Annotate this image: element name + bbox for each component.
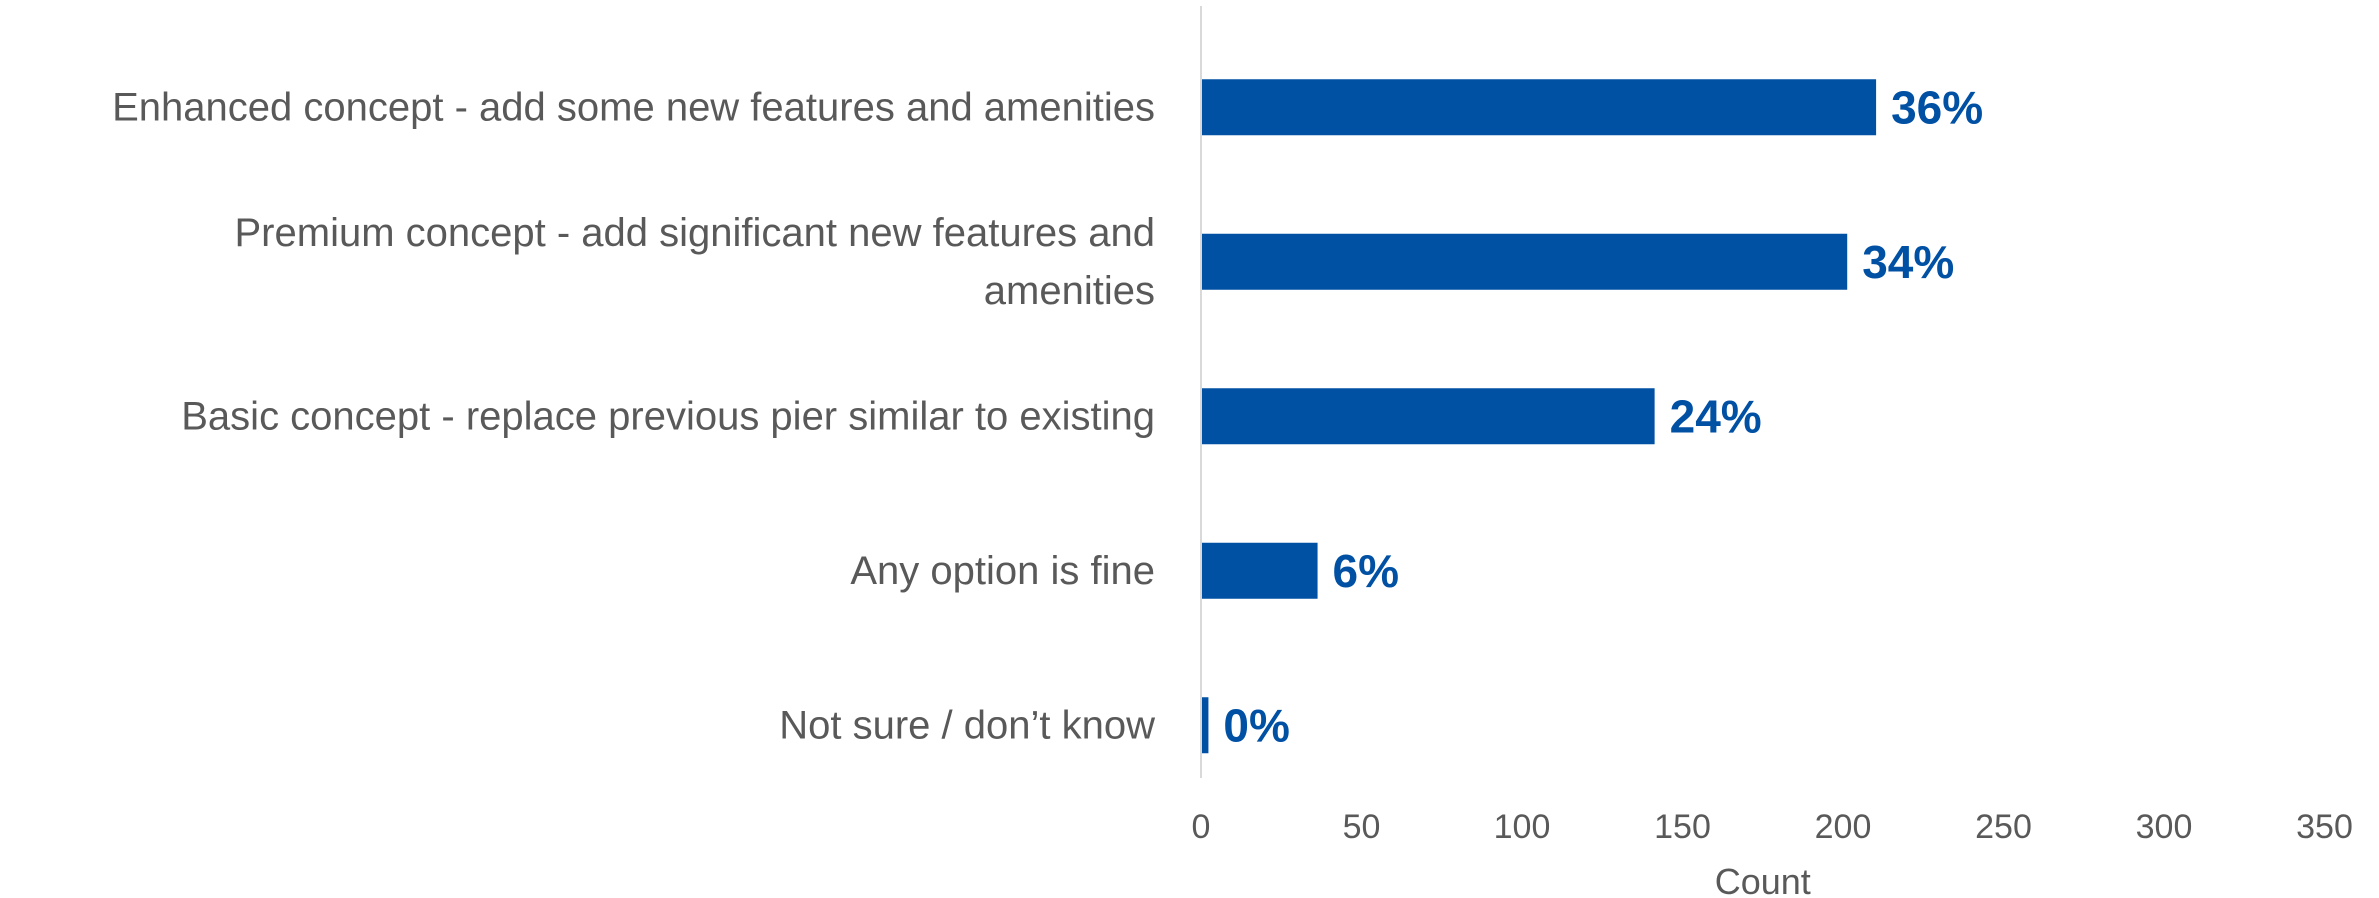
bar [1202, 542, 1318, 599]
x-tick-label: 150 [1654, 808, 1711, 846]
x-tick-label: 50 [1343, 808, 1381, 846]
category-label: Basic concept - replace previous pier si… [181, 394, 1155, 438]
bar [1202, 388, 1655, 445]
bar [1202, 233, 1848, 290]
data-label: 6% [1333, 545, 1399, 597]
category-labels: Enhanced concept - add some new features… [112, 85, 1155, 747]
x-tick-label: 100 [1494, 808, 1551, 846]
category-label: Not sure / don’t know [779, 703, 1155, 747]
x-tick-label: 0 [1192, 808, 1211, 846]
bars-layer [1202, 79, 1877, 754]
data-labels: 36% 34% 24% 6% 0% [1223, 81, 1983, 751]
data-label: 0% [1223, 699, 1289, 751]
category-label: amenities [984, 269, 1155, 313]
x-axis-tick-labels: 0 50 100 150 200 250 300 350 [1192, 808, 2353, 846]
bar [1202, 697, 1209, 754]
x-tick-label: 300 [2136, 808, 2193, 846]
x-tick-label: 350 [2296, 808, 2353, 846]
x-axis-title: Count [1715, 861, 1811, 898]
category-label: Premium concept - add significant new fe… [235, 211, 1156, 255]
category-label: Enhanced concept - add some new features… [112, 85, 1155, 129]
data-label: 36% [1891, 81, 1983, 133]
x-tick-label: 250 [1975, 808, 2032, 846]
x-tick-label: 200 [1815, 808, 1872, 846]
data-label: 34% [1862, 236, 1954, 288]
bar [1202, 79, 1877, 136]
data-label: 24% [1670, 390, 1762, 442]
category-label: Any option is fine [850, 549, 1155, 593]
